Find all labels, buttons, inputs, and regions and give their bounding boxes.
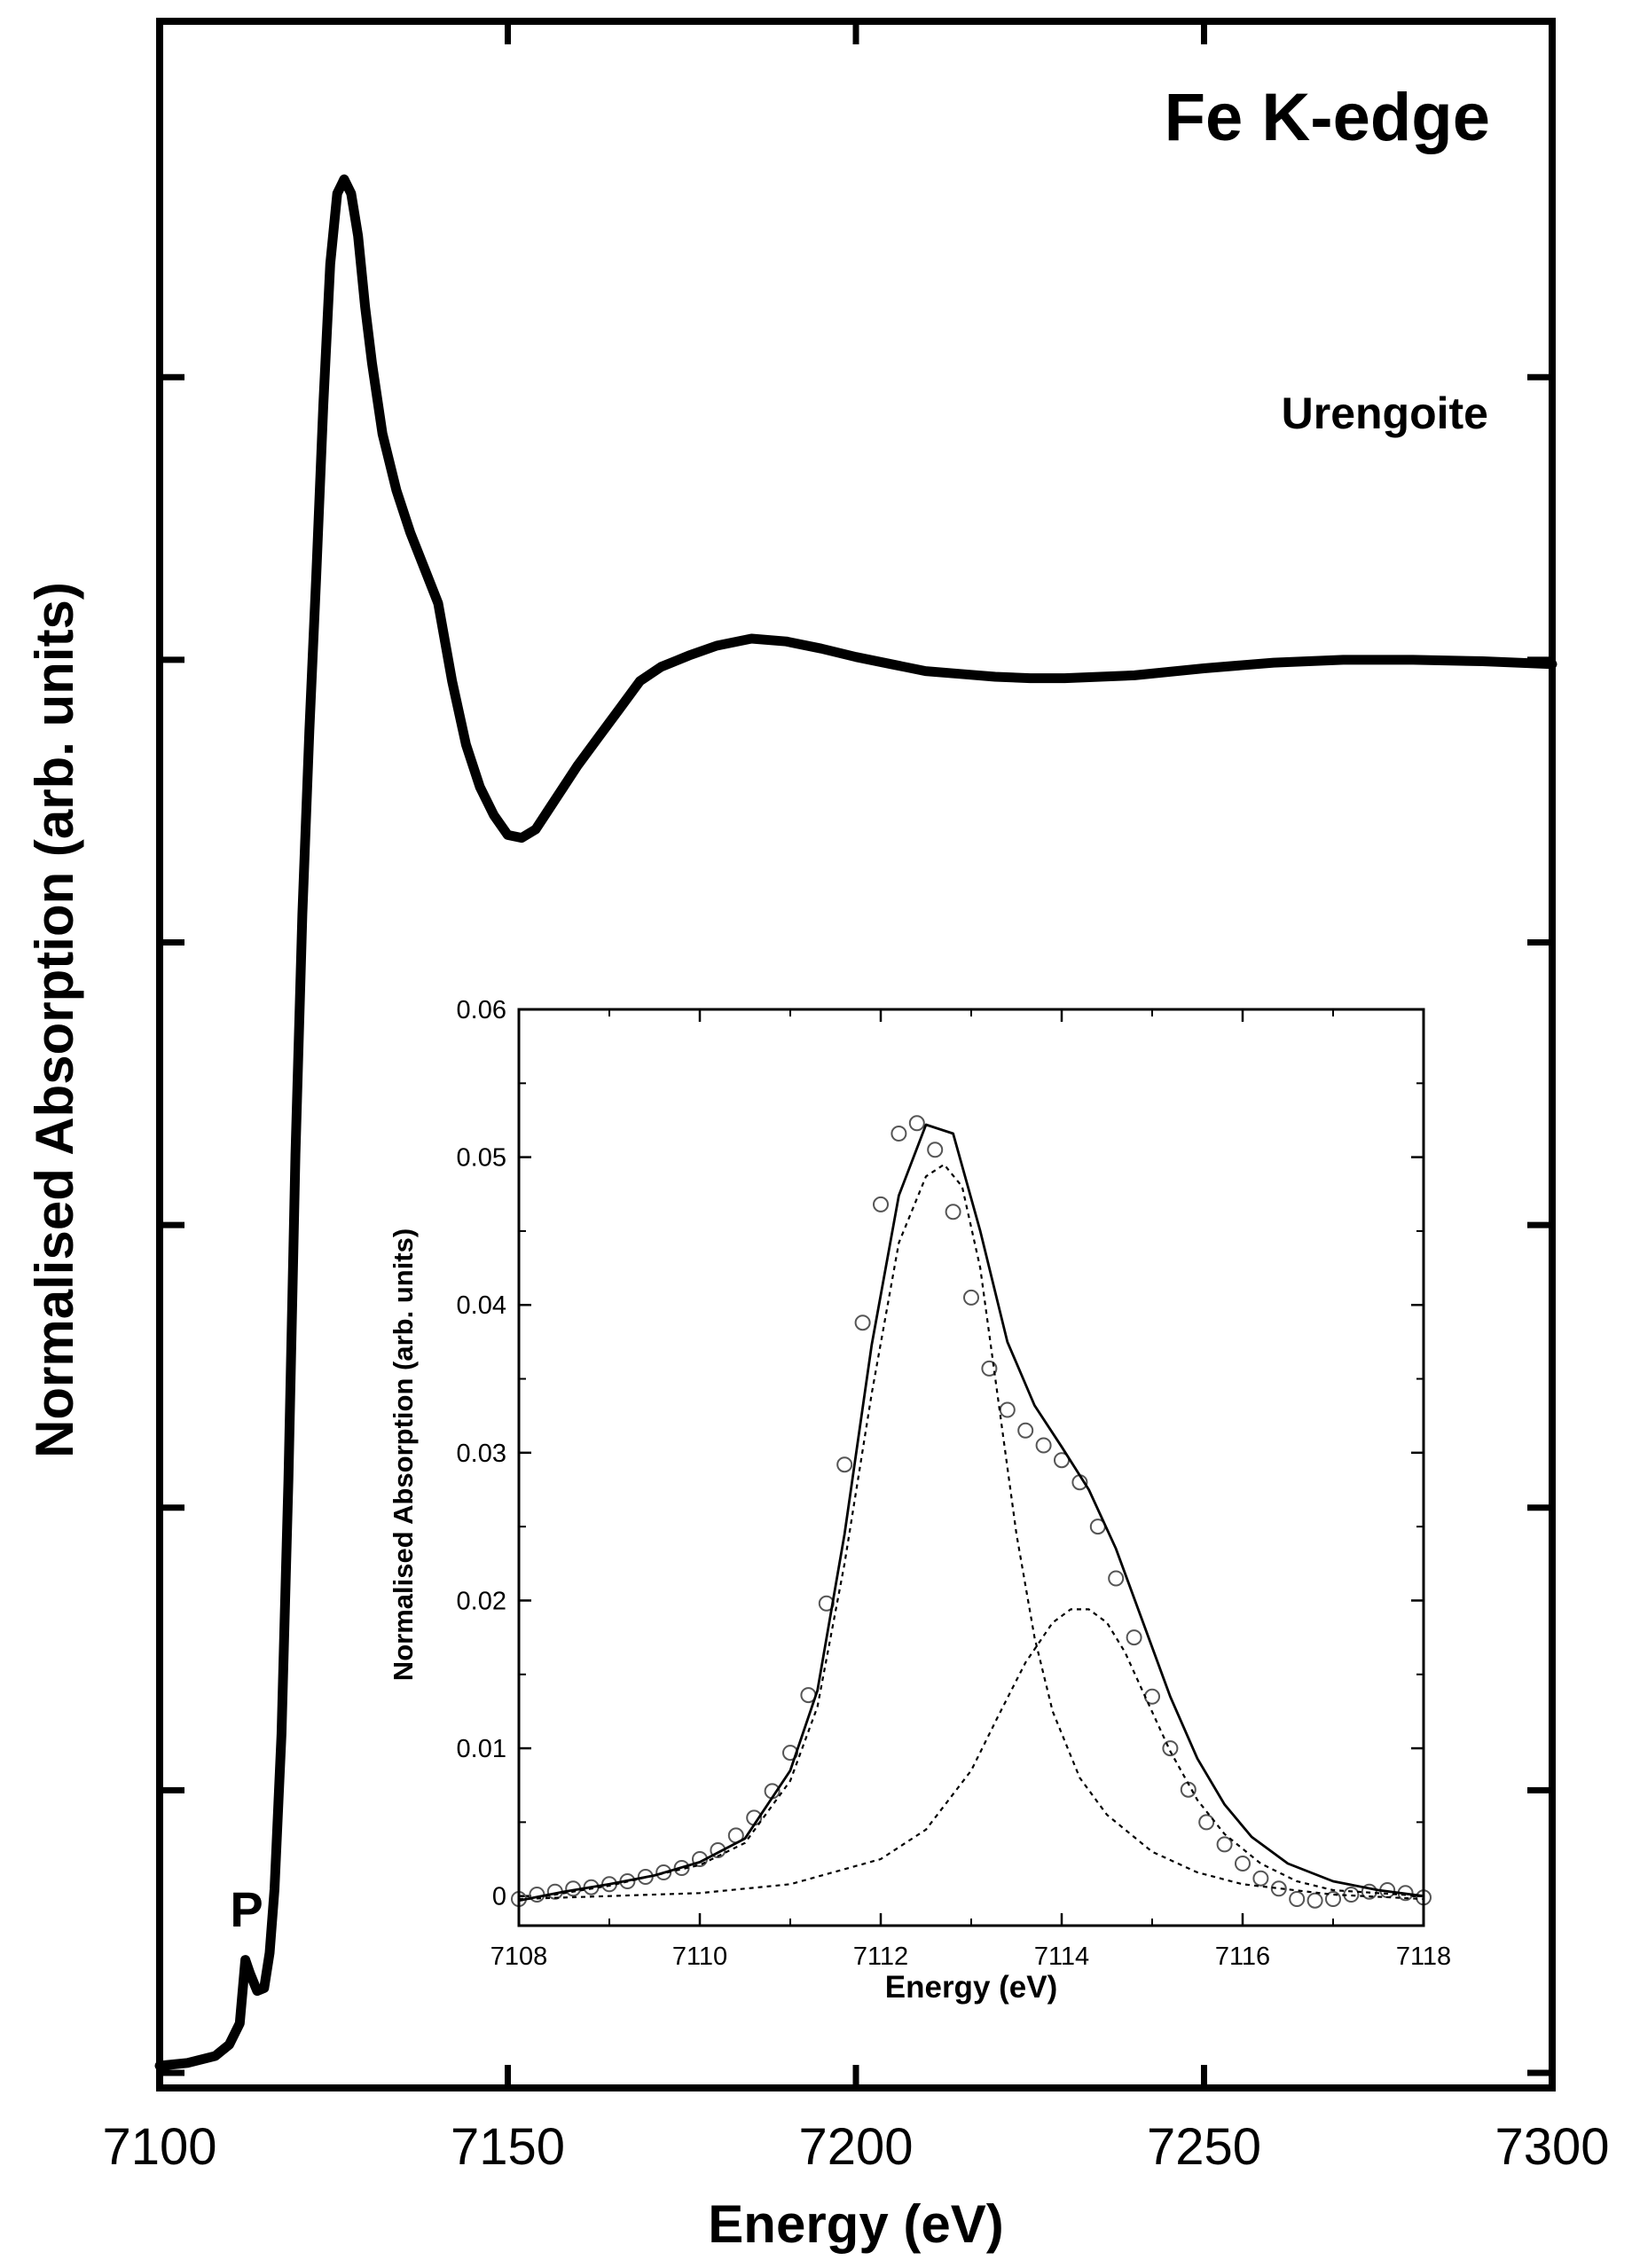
inset-background bbox=[514, 1009, 1419, 1926]
main-x-tick-label: 7200 bbox=[798, 2118, 913, 2176]
x-axis-label: Energy (eV) bbox=[708, 2194, 1003, 2254]
inset-data-point bbox=[981, 1360, 998, 1377]
inset-data-point bbox=[1017, 1422, 1034, 1439]
pre-edge-peak-label: P bbox=[230, 1881, 263, 1937]
inset-data-point bbox=[836, 1456, 853, 1473]
inset-data-point bbox=[1108, 1570, 1125, 1587]
inset-data-point bbox=[908, 1115, 925, 1132]
main-x-tick-label: 7100 bbox=[102, 2118, 216, 2176]
inset-data-point bbox=[1216, 1836, 1233, 1853]
inset-tick-labels: 7108 7110 7112 7114 7116 7118 0 0.01 0.02 0.03 0.0… bbox=[457, 996, 1452, 1971]
main-x-tick-label: 7150 bbox=[451, 2118, 565, 2176]
inset-data-point bbox=[927, 1142, 944, 1158]
inset-data-point bbox=[673, 1860, 690, 1876]
inset-component-3-line bbox=[518, 1608, 1424, 1901]
inset-data-point bbox=[945, 1204, 961, 1220]
inset-x-tick-label: 7116 bbox=[1215, 1942, 1270, 1971]
inset-series bbox=[511, 1115, 1432, 1909]
main-chart: 7100 7150 7200 7250 7300 Fe K-edge Urengoite… bbox=[25, 18, 1610, 2254]
inset-x-tick-label: 7110 bbox=[672, 1942, 727, 1971]
inset-y-tick-label: 0.06 bbox=[457, 996, 506, 1024]
inset-y-tick-label: 0.01 bbox=[457, 1735, 506, 1763]
urengoite-spectrum-line bbox=[154, 174, 1557, 2071]
sample-label: Urengoite bbox=[1282, 388, 1488, 438]
inset-data-point bbox=[1306, 1892, 1323, 1909]
inset-y-axis-label: Normalised Absorption (arb. units) bbox=[388, 1228, 419, 1681]
inset-data-point bbox=[963, 1289, 979, 1306]
inset-total-fit-line bbox=[518, 1123, 1424, 1903]
chart-title: Fe K-edge bbox=[1165, 80, 1490, 155]
inset-data-point bbox=[1035, 1437, 1052, 1454]
inset-data-point bbox=[1235, 1856, 1251, 1872]
inset-data-point bbox=[1361, 1883, 1377, 1900]
inset-data-point bbox=[1198, 1814, 1215, 1831]
inset-y-tick-label: 0 bbox=[492, 1883, 506, 1911]
inset-data-point bbox=[1252, 1870, 1269, 1887]
inset-x-tick-label: 7108 bbox=[490, 1942, 548, 1971]
main-x-tick-label: 7300 bbox=[1495, 2118, 1609, 2176]
inset-data-point bbox=[873, 1196, 889, 1212]
inset-data-point bbox=[1325, 1891, 1341, 1907]
inset-y-tick-label: 0.04 bbox=[457, 1291, 506, 1320]
inset-y-tick-label: 0.03 bbox=[457, 1440, 506, 1468]
inset-x-tick-label: 7112 bbox=[853, 1942, 908, 1971]
inset-x-tick-label: 7118 bbox=[1396, 1942, 1451, 1971]
inset-chart: 7108 7110 7112 7114 7116 7118 0 0.01 0.02 0.03 0.0… bbox=[388, 996, 1451, 2005]
main-x-tick-label: 7250 bbox=[1147, 2118, 1261, 2176]
inset-data-point bbox=[1289, 1891, 1306, 1907]
inset-data-point bbox=[1162, 1740, 1179, 1757]
inset-data-point bbox=[1126, 1629, 1142, 1646]
inset-data-point bbox=[891, 1126, 907, 1142]
y-axis-label: Normalised Absorption (arb. units) bbox=[25, 582, 84, 1458]
inset-plot-frame bbox=[517, 1008, 1425, 1927]
main-tick-labels: 7100 7150 7200 7250 7300 bbox=[102, 2118, 1609, 2176]
inset-data-point bbox=[854, 1314, 871, 1331]
inset-x-axis-label: Energy (eV) bbox=[885, 1970, 1058, 2005]
inset-x-tick-label: 7114 bbox=[1034, 1942, 1089, 1971]
inset-data-point bbox=[1270, 1880, 1287, 1897]
inset-y-tick-label: 0.05 bbox=[457, 1144, 506, 1173]
inset-y-tick-label: 0.02 bbox=[457, 1587, 506, 1615]
